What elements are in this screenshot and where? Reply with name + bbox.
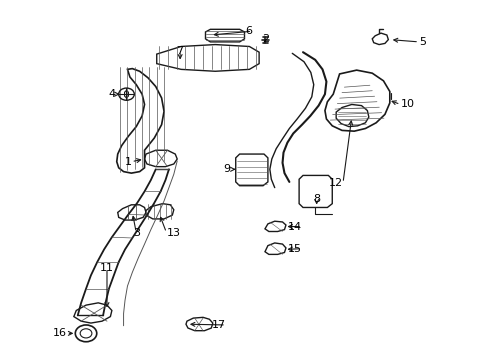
Text: 11: 11 xyxy=(100,263,114,273)
Polygon shape xyxy=(371,33,387,45)
Text: 10: 10 xyxy=(400,99,414,109)
Text: 15: 15 xyxy=(287,244,302,254)
Polygon shape xyxy=(264,243,285,255)
Polygon shape xyxy=(205,29,244,42)
Text: 1: 1 xyxy=(124,157,131,167)
Polygon shape xyxy=(235,154,267,186)
Text: 13: 13 xyxy=(166,228,180,238)
Text: 2: 2 xyxy=(262,34,268,44)
Text: 4: 4 xyxy=(108,89,115,99)
Polygon shape xyxy=(299,175,331,207)
Polygon shape xyxy=(117,69,163,173)
Polygon shape xyxy=(264,221,285,231)
Text: 8: 8 xyxy=(312,194,320,204)
Polygon shape xyxy=(325,70,389,131)
Polygon shape xyxy=(74,303,112,323)
Polygon shape xyxy=(335,104,368,127)
Text: 5: 5 xyxy=(418,37,425,47)
Text: 3: 3 xyxy=(132,228,140,238)
Text: 16: 16 xyxy=(52,328,66,338)
Circle shape xyxy=(75,325,97,342)
Text: 9: 9 xyxy=(224,164,230,174)
Polygon shape xyxy=(118,205,146,220)
Text: 7: 7 xyxy=(176,46,183,56)
Polygon shape xyxy=(185,318,212,331)
Text: 6: 6 xyxy=(245,26,252,36)
Text: 12: 12 xyxy=(328,178,342,188)
Polygon shape xyxy=(124,90,128,98)
Text: 14: 14 xyxy=(287,221,302,231)
Polygon shape xyxy=(157,45,259,71)
Polygon shape xyxy=(144,150,177,167)
Text: 17: 17 xyxy=(211,320,225,330)
Polygon shape xyxy=(146,204,173,219)
